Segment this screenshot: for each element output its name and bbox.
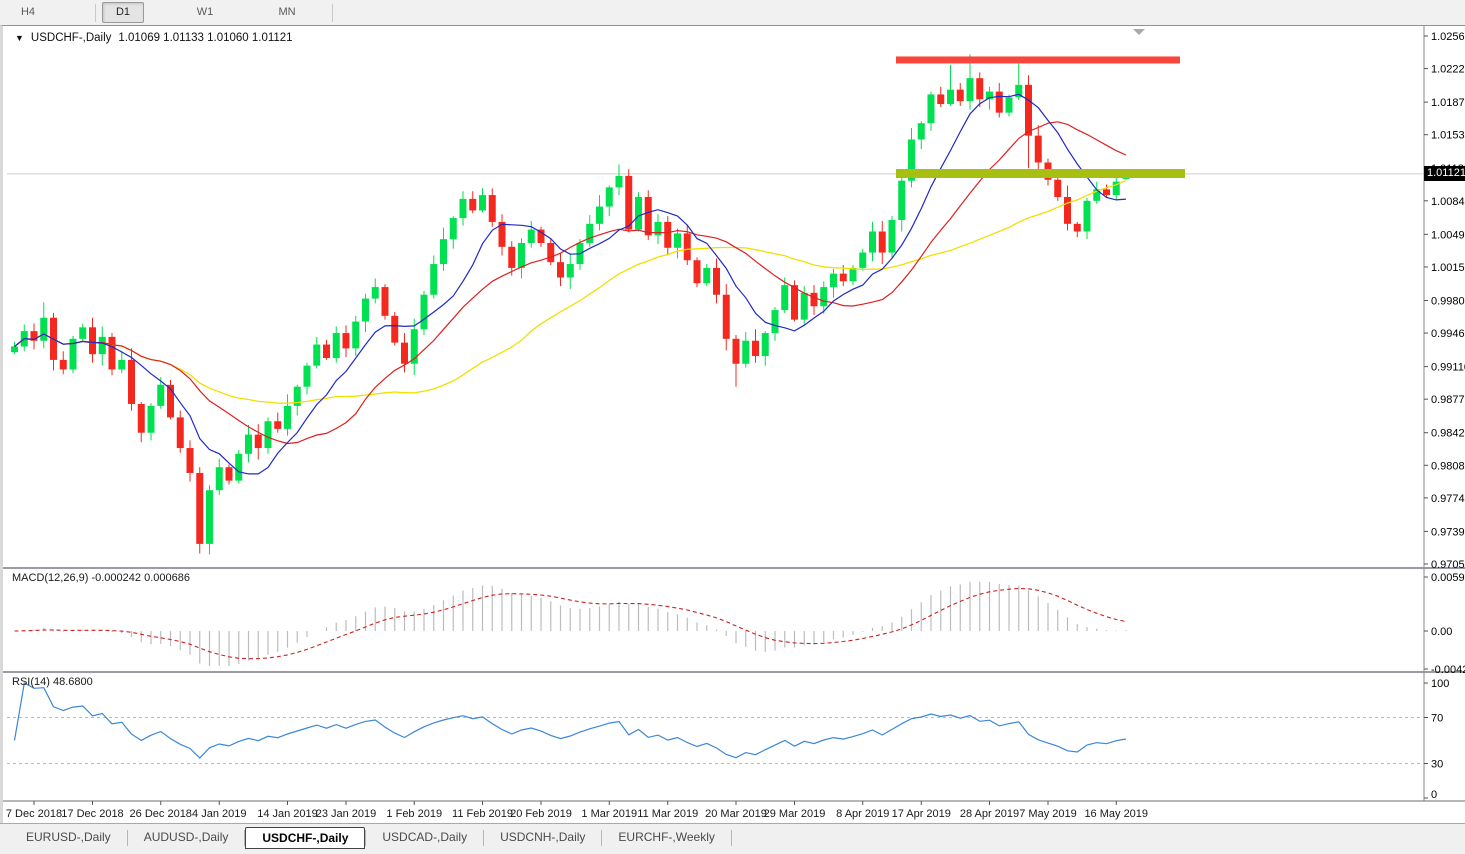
macd-axis-label: 0.00: [1431, 626, 1452, 638]
tab-separator: [244, 830, 246, 846]
tab-separator: [483, 830, 485, 846]
timeframe-toolbar: H4 D1 W1 MN: [0, 0, 1465, 26]
macd-signal-line: [14, 587, 1127, 660]
date-axis-label: 1 Mar 2019: [581, 808, 637, 820]
date-axis[interactable]: 7 Dec 2018 17 Dec 2018 26 Dec 2018 4 Jan 20…: [6, 801, 1148, 820]
tab-eurchf-weekly[interactable]: EURCHF-,Weekly: [618, 830, 715, 844]
date-axis-label: 28 Apr 2019: [960, 808, 1019, 820]
tab-separator: [365, 830, 367, 846]
tab-separator: [730, 830, 732, 846]
chart-title: ▼ USDCHF-,Daily 1.01069 1.01133 1.01060 …: [15, 32, 293, 44]
timeframe-d1[interactable]: D1: [102, 2, 144, 23]
date-axis-label: 26 Dec 2018: [130, 808, 192, 820]
scroll-to-end-icon: [1133, 29, 1145, 35]
pane-divider-rsi: [3, 671, 1465, 673]
price-axis-label: 1.01530: [1431, 130, 1465, 142]
date-axis-label: 7 Dec 2018: [6, 808, 62, 820]
chart-tabs: EURUSD-,Daily AUDUSD-,Daily USDCHF-,Daily U…: [10, 827, 732, 849]
toolbar-separator: [95, 3, 96, 22]
date-axis-label: 1 Feb 2019: [386, 808, 442, 820]
chart-canvas[interactable]: 1.025601.022201.018701.015301.011801.008…: [3, 26, 1465, 823]
timeframe-buttons: H4 D1 W1 MN: [7, 2, 339, 23]
current-price-badge: 1.01121: [1424, 166, 1465, 182]
macd-pane: [14, 581, 1127, 667]
timeframe-w1[interactable]: W1: [196, 6, 214, 18]
timeframe-mn[interactable]: MN: [278, 6, 296, 18]
date-axis-label: 7 May 2019: [1019, 808, 1076, 820]
macd-panel-label: MACD(12,26,9) -0.000242 0.000686: [12, 572, 190, 584]
tab-eurusd-daily[interactable]: EURUSD-,Daily: [26, 830, 111, 844]
chart-dropdown-icon[interactable]: ▼: [15, 33, 24, 43]
date-axis-label: 14 Jan 2019: [257, 808, 318, 820]
price-axis[interactable]: 1.025601.022201.018701.015301.011801.008…: [1424, 31, 1465, 571]
rsi-panel-label: RSI(14) 48.6800: [12, 676, 93, 688]
macd-histogram: [23, 581, 1127, 667]
date-axis-label: 11 Feb 2019: [452, 808, 513, 820]
date-axis-label: 29 Mar 2019: [764, 808, 826, 820]
date-axis-label: 11 Mar 2019: [637, 808, 698, 820]
pane-divider-macd: [3, 567, 1465, 569]
macd-axis-label: -0.004243: [1431, 664, 1465, 676]
resistance-level-bar: [896, 56, 1180, 64]
rsi-axis: 100 70 30 0: [1424, 678, 1449, 801]
macd-axis-label: 0.00597: [1431, 572, 1465, 584]
date-axis-label: 20 Feb 2019: [510, 808, 572, 820]
date-axis-label: 23 Jan 2019: [316, 808, 377, 820]
chart-tab-bar: EURUSD-,Daily AUDUSD-,Daily USDCHF-,Daily U…: [0, 823, 1465, 854]
price-axis-label: 1.02220: [1431, 64, 1465, 76]
date-axis-label: 17 Apr 2019: [892, 808, 951, 820]
date-axis-label: 17 Dec 2018: [61, 808, 123, 820]
main-price-pane: [7, 54, 1424, 555]
macd-axis: 0.00597 0.00 -0.004243: [1424, 572, 1465, 676]
chart-ohlc-values: 1.01069 1.01133 1.01060 1.01121: [118, 32, 293, 44]
price-axis-label: 1.01870: [1431, 97, 1465, 109]
ma-mid-line: [14, 121, 1127, 445]
chart-window: 1.025601.022201.018701.015301.011801.008…: [0, 25, 1465, 823]
date-axis-label: 4 Jan 2019: [192, 808, 246, 820]
toolbar-separator: [332, 3, 333, 22]
tab-usdcad-daily[interactable]: USDCAD-,Daily: [382, 830, 468, 844]
tab-usdchf-daily[interactable]: USDCHF-,Daily: [245, 827, 366, 849]
rsi-axis-label: 0: [1431, 789, 1437, 801]
timeframe-h4[interactable]: H4: [20, 6, 36, 18]
rsi-axis-label: 30: [1431, 759, 1443, 771]
price-axis-label: 1.02560: [1431, 31, 1465, 43]
ma-fast-line: [14, 93, 1127, 475]
tab-separator: [601, 830, 603, 846]
rsi-axis-label: 100: [1431, 678, 1449, 690]
rsi-line: [13, 682, 1127, 759]
tab-audusd-daily[interactable]: AUDUSD-,Daily: [143, 830, 229, 844]
support-level-bar: [896, 169, 1185, 179]
rsi-axis-label: 70: [1431, 713, 1443, 725]
price-axis-label: 1.00490: [1431, 229, 1465, 241]
tab-usdcnh-daily[interactable]: USDCNH-,Daily: [500, 830, 586, 844]
ma-slow-line: [14, 179, 1127, 404]
tab-separator: [126, 830, 128, 846]
price-axis-label: 1.00840: [1431, 196, 1465, 208]
chart-symbol-label: USDCHF-,Daily: [30, 32, 112, 44]
date-axis-label: 20 Mar 2019: [705, 808, 767, 820]
rsi-pane: [7, 682, 1424, 764]
date-axis-label: 8 Apr 2019: [836, 808, 889, 820]
date-axis-label: 16 May 2019: [1084, 808, 1148, 820]
